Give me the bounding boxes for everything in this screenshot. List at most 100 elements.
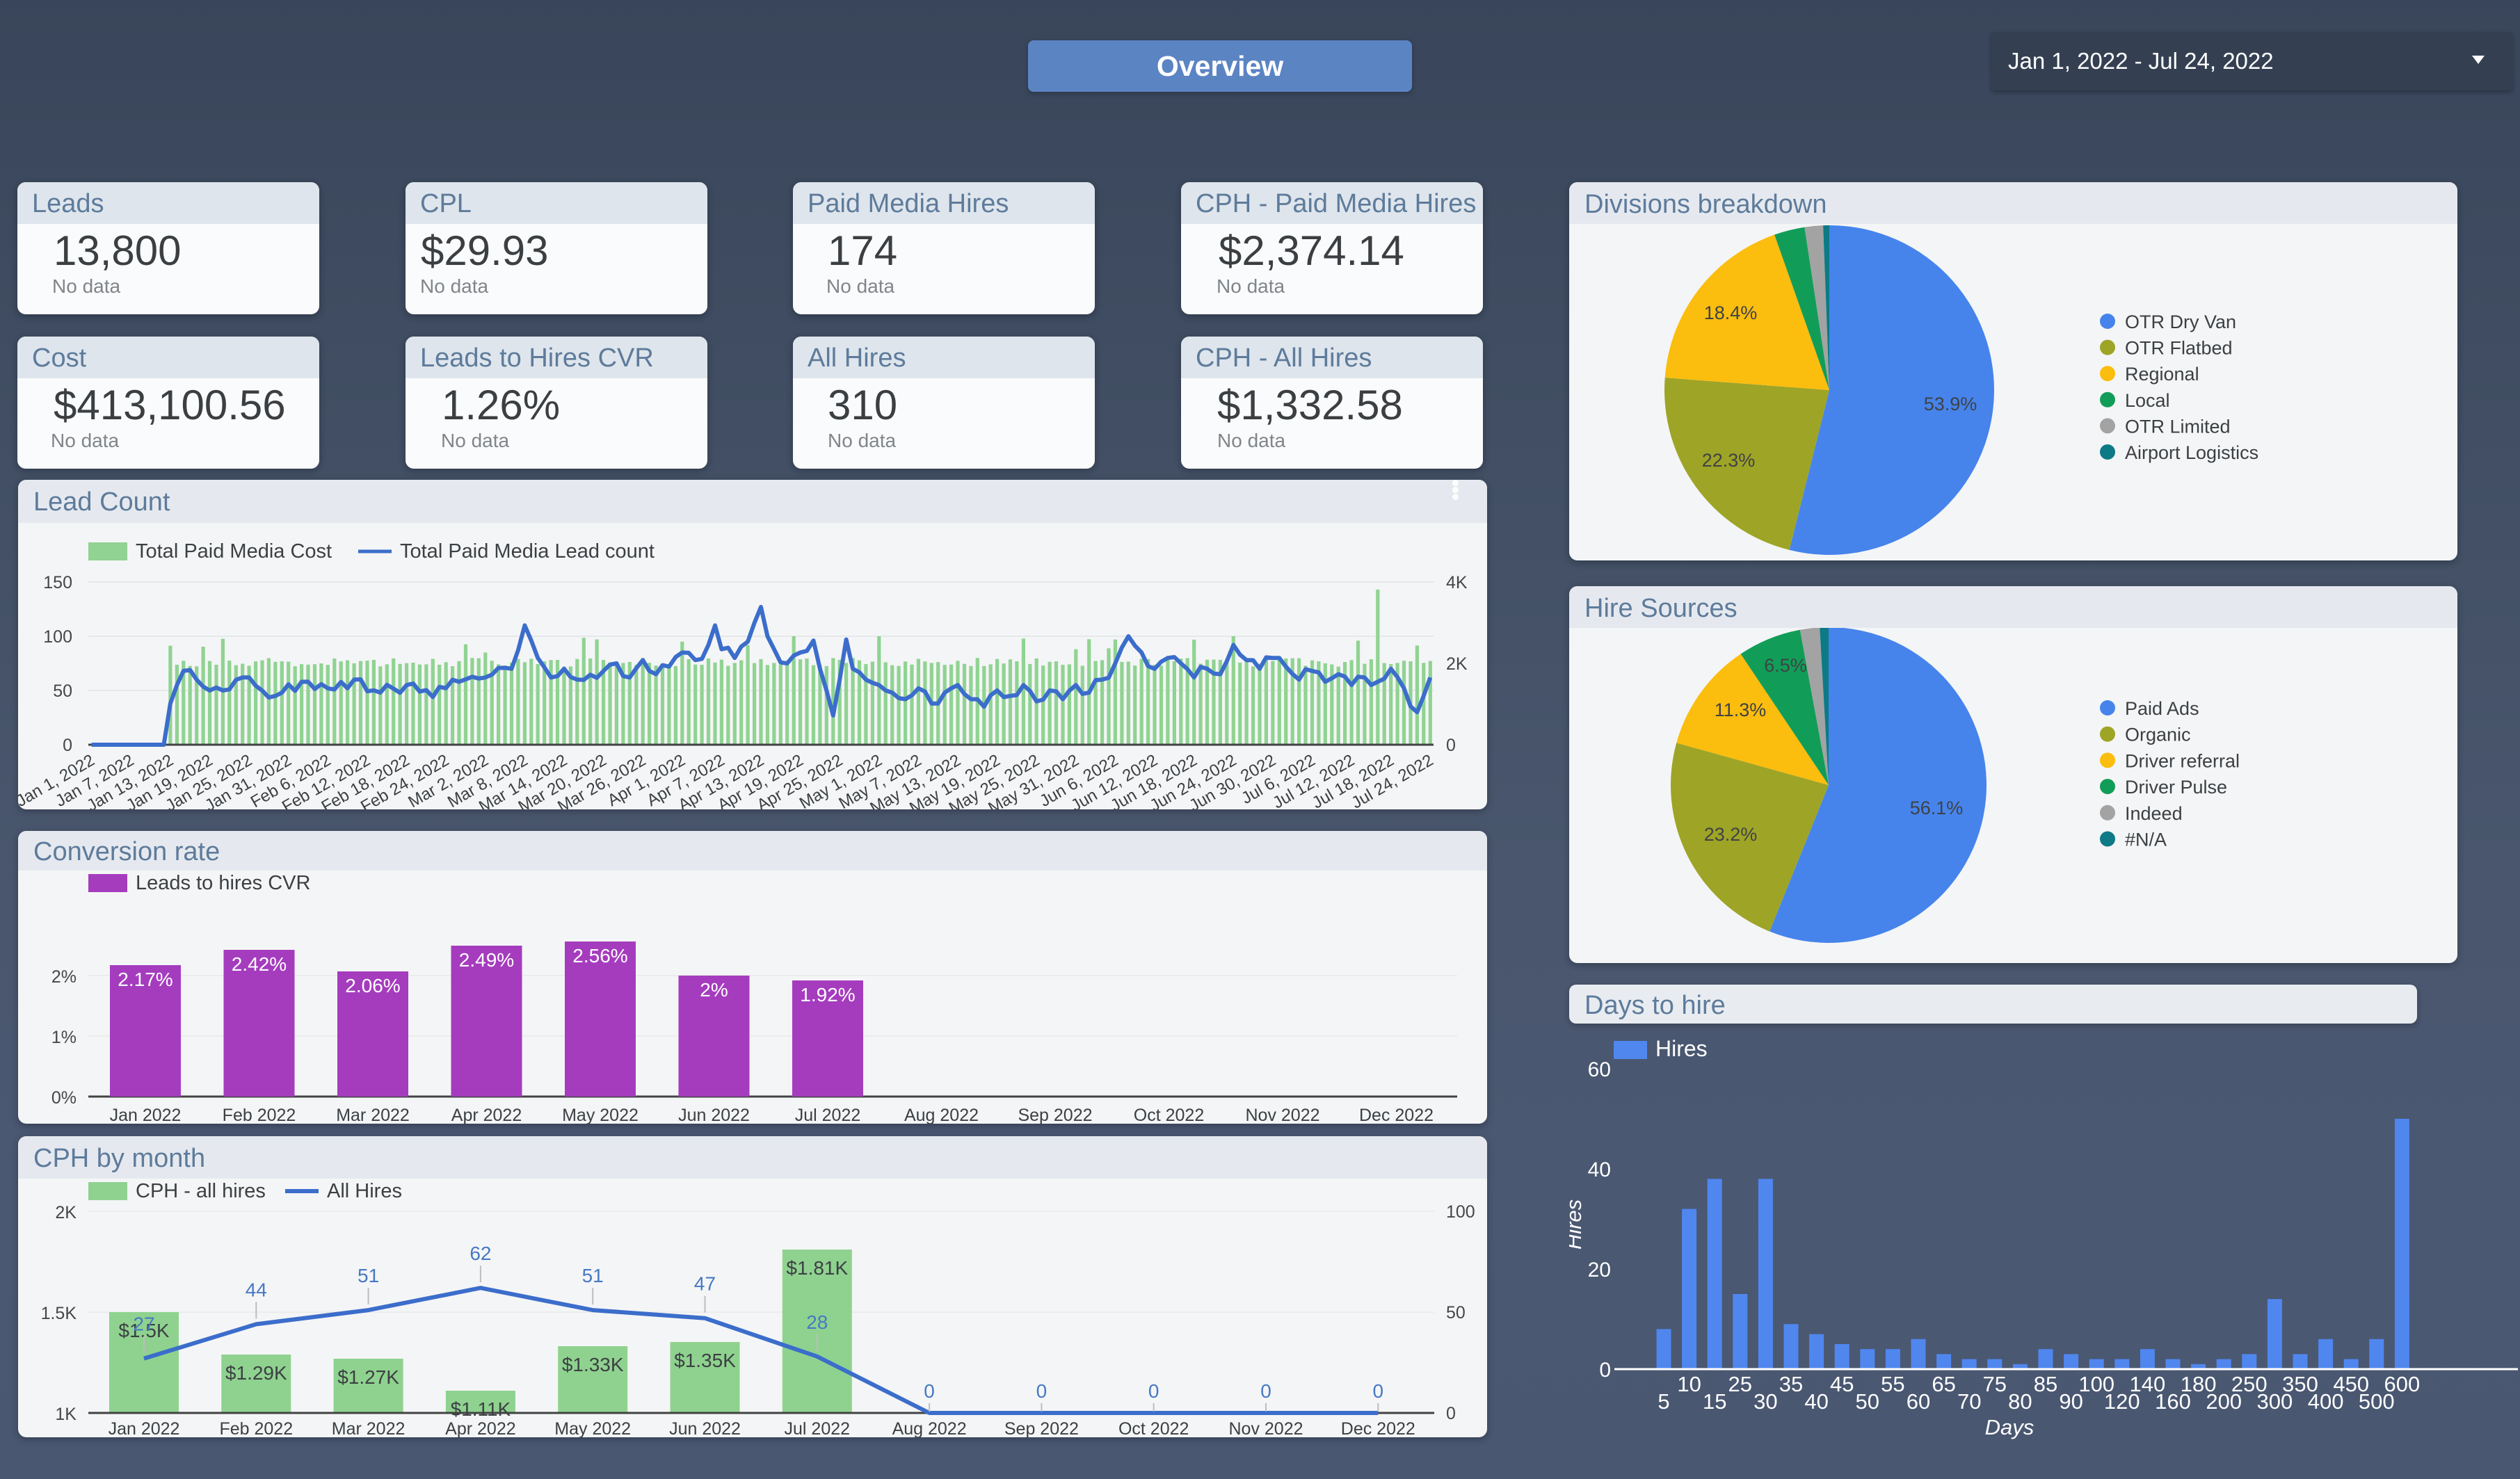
svg-text:10: 10 [1677, 1372, 1701, 1396]
svg-text:Hires: Hires [1569, 1199, 1586, 1250]
svg-text:Dec 2022: Dec 2022 [1341, 1419, 1415, 1437]
svg-text:100: 100 [43, 627, 72, 647]
svg-text:120: 120 [2104, 1389, 2140, 1414]
svg-text:Paid Ads: Paid Ads [2125, 698, 2199, 719]
svg-text:$1.35K: $1.35K [674, 1350, 736, 1371]
svg-text:0: 0 [1599, 1359, 1611, 1382]
svg-text:May 2022: May 2022 [562, 1106, 639, 1124]
svg-text:40: 40 [1588, 1158, 1611, 1181]
svg-text:75: 75 [1983, 1372, 2007, 1396]
svg-text:100: 100 [2078, 1372, 2114, 1396]
svg-text:Indeed: Indeed [2125, 803, 2183, 824]
svg-text:160: 160 [2155, 1389, 2191, 1414]
svg-text:18.4%: 18.4% [1704, 302, 1758, 323]
svg-text:27: 27 [133, 1314, 154, 1335]
svg-text:180: 180 [2181, 1372, 2217, 1396]
svg-text:100: 100 [1446, 1202, 1475, 1222]
svg-text:51: 51 [358, 1265, 379, 1286]
svg-text:90: 90 [2059, 1389, 2082, 1414]
svg-text:Jul 2022: Jul 2022 [785, 1419, 851, 1437]
svg-text:OTR Flatbed: OTR Flatbed [2125, 338, 2233, 359]
svg-text:Local: Local [2125, 390, 2170, 411]
svg-text:60: 60 [1907, 1389, 1930, 1414]
svg-text:$1.29K: $1.29K [225, 1362, 287, 1384]
svg-text:May 2022: May 2022 [554, 1419, 631, 1437]
svg-text:60: 60 [1588, 1058, 1611, 1081]
svg-text:0: 0 [1036, 1380, 1048, 1402]
svg-text:Jul 2022: Jul 2022 [795, 1106, 861, 1124]
svg-text:CPH - all hires: CPH - all hires [136, 1180, 266, 1202]
svg-text:2K: 2K [1446, 654, 1468, 674]
svg-text:80: 80 [2008, 1389, 2032, 1414]
svg-text:600: 600 [2384, 1372, 2421, 1396]
svg-text:Jan 2022: Jan 2022 [109, 1419, 180, 1437]
svg-text:Aug 2022: Aug 2022 [904, 1106, 979, 1124]
svg-text:300: 300 [2257, 1389, 2293, 1414]
svg-text:150: 150 [43, 573, 72, 592]
svg-text:Driver referral: Driver referral [2125, 750, 2240, 771]
svg-text:$1.27K: $1.27K [337, 1366, 399, 1388]
svg-text:Sep 2022: Sep 2022 [1018, 1106, 1092, 1124]
svg-text:47: 47 [694, 1273, 716, 1295]
svg-text:1%: 1% [51, 1028, 77, 1047]
svg-text:#N/A: #N/A [2125, 830, 2167, 850]
svg-text:$1.11K: $1.11K [451, 1398, 511, 1420]
svg-text:2.17%: 2.17% [118, 969, 172, 990]
svg-text:55: 55 [1881, 1372, 1904, 1396]
svg-text:Total Paid Media Cost: Total Paid Media Cost [136, 540, 332, 563]
svg-text:70: 70 [1957, 1389, 1981, 1414]
svg-text:Apr 2022: Apr 2022 [451, 1106, 522, 1124]
svg-text:Organic: Organic [2125, 725, 2191, 745]
svg-text:28: 28 [806, 1311, 828, 1333]
svg-text:15: 15 [1703, 1389, 1726, 1414]
svg-text:20: 20 [1588, 1259, 1611, 1282]
svg-text:400: 400 [2308, 1389, 2344, 1414]
svg-text:Oct 2022: Oct 2022 [1118, 1419, 1189, 1437]
svg-text:OTR Limited: OTR Limited [2125, 416, 2231, 437]
svg-text:2.56%: 2.56% [572, 945, 627, 967]
svg-text:Sep 2022: Sep 2022 [1004, 1419, 1079, 1437]
svg-text:56.1%: 56.1% [1910, 798, 1964, 818]
svg-text:250: 250 [2231, 1372, 2268, 1396]
svg-text:1.5K: 1.5K [41, 1304, 77, 1323]
svg-text:2%: 2% [51, 967, 77, 987]
svg-text:53.9%: 53.9% [1924, 394, 1977, 414]
svg-text:2%: 2% [700, 979, 728, 1001]
svg-text:0: 0 [924, 1380, 935, 1402]
svg-text:25: 25 [1728, 1372, 1752, 1396]
svg-text:Feb 2022: Feb 2022 [223, 1106, 296, 1124]
svg-text:All Hires: All Hires [327, 1180, 402, 1202]
svg-text:Nov 2022: Nov 2022 [1228, 1419, 1303, 1437]
svg-text:500: 500 [2359, 1389, 2395, 1414]
svg-text:Airport Logistics: Airport Logistics [2125, 442, 2258, 463]
svg-text:0: 0 [1373, 1380, 1384, 1402]
svg-text:350: 350 [2282, 1372, 2318, 1396]
svg-text:0: 0 [1446, 736, 1456, 755]
svg-text:5: 5 [1658, 1389, 1669, 1414]
svg-text:$1.33K: $1.33K [562, 1354, 624, 1375]
svg-text:Jan 2022: Jan 2022 [110, 1106, 182, 1124]
svg-text:50: 50 [1856, 1389, 1879, 1414]
svg-text:0%: 0% [51, 1088, 77, 1108]
svg-text:23.2%: 23.2% [1704, 824, 1758, 845]
svg-text:Mar 2022: Mar 2022 [336, 1106, 410, 1124]
svg-text:65: 65 [1932, 1372, 1955, 1396]
svg-text:Hires: Hires [1655, 1036, 1708, 1061]
svg-text:50: 50 [53, 681, 72, 701]
svg-text:40: 40 [1804, 1389, 1828, 1414]
svg-text:Jun 2022: Jun 2022 [669, 1419, 741, 1437]
svg-text:35: 35 [1779, 1372, 1803, 1396]
svg-text:200: 200 [2206, 1389, 2242, 1414]
svg-text:2.42%: 2.42% [232, 953, 287, 975]
svg-text:0: 0 [1260, 1380, 1271, 1402]
svg-text:2.49%: 2.49% [459, 949, 514, 971]
svg-text:44: 44 [246, 1279, 267, 1300]
svg-text:Apr 2022: Apr 2022 [445, 1419, 515, 1437]
svg-text:0: 0 [63, 736, 72, 755]
svg-text:2.06%: 2.06% [345, 975, 400, 996]
svg-text:Feb 2022: Feb 2022 [219, 1419, 293, 1437]
svg-text:Leads to hires CVR: Leads to hires CVR [136, 872, 310, 894]
svg-text:Total Paid Media Lead count: Total Paid Media Lead count [400, 540, 655, 563]
svg-text:22.3%: 22.3% [1702, 450, 1756, 471]
svg-text:11.3%: 11.3% [1715, 700, 1767, 720]
